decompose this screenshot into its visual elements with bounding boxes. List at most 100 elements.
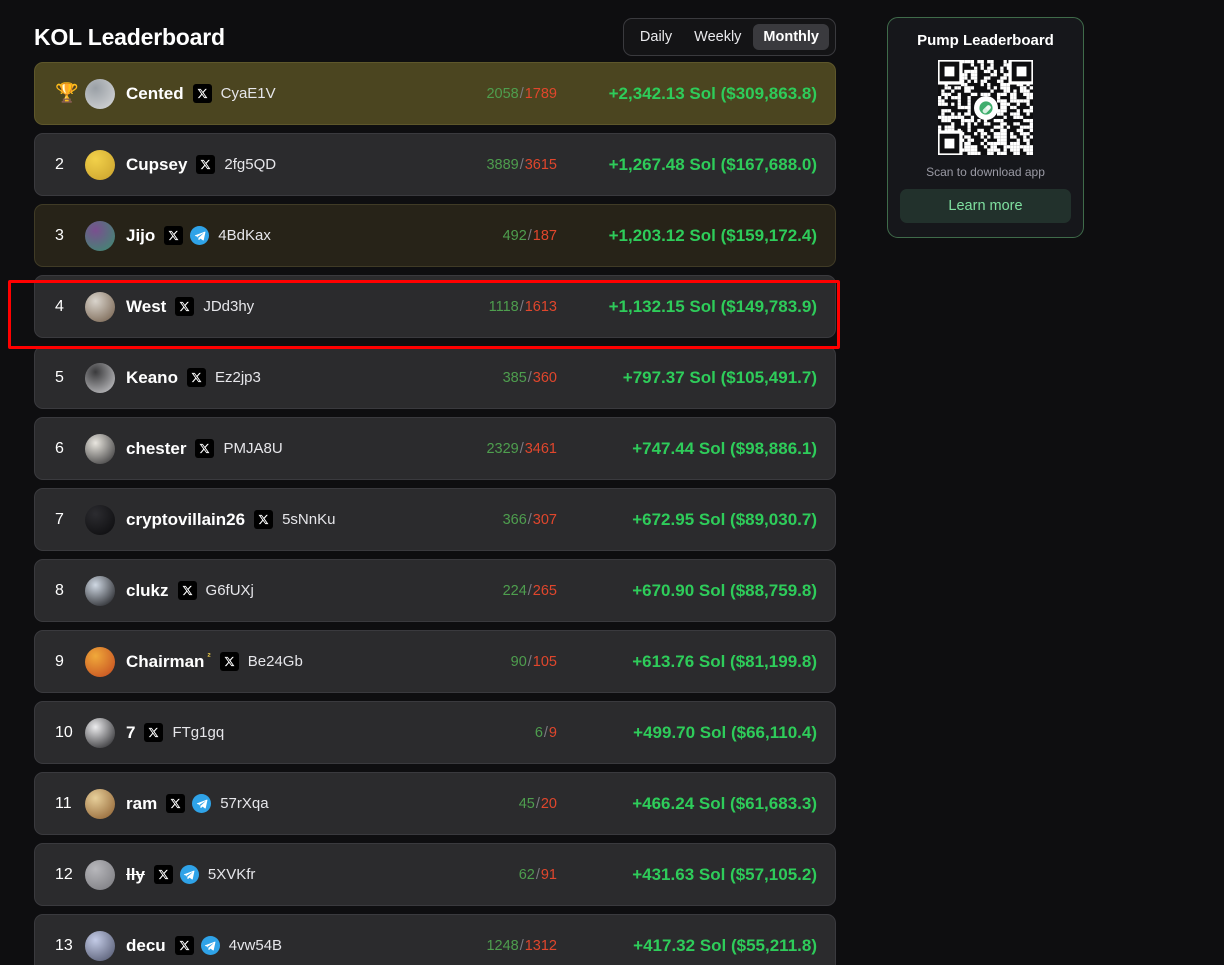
range-button-weekly[interactable]: Weekly [684, 24, 751, 50]
avatar [85, 433, 115, 464]
x-twitter-icon[interactable] [219, 652, 239, 671]
stats-separator: / [535, 866, 540, 883]
avatar [85, 220, 115, 251]
wins-count: 6 [534, 724, 543, 741]
qr-code [938, 60, 1033, 155]
x-twitter-icon[interactable] [164, 226, 184, 245]
losses-count: 265 [532, 582, 557, 599]
win-loss-stats: 224/265 [503, 583, 557, 599]
losses-count: 307 [532, 511, 557, 528]
rank-number: 9 [55, 652, 64, 670]
wins-count: 45 [518, 795, 535, 812]
time-range-toggle: Daily Weekly Monthly [622, 18, 836, 56]
social-links [166, 794, 212, 813]
stats-separator: / [527, 582, 532, 599]
user-name: Jijo [126, 226, 155, 246]
table-row[interactable]: 5 Keano Ez2jp3 385/360 +797.37 Sol ($105,491… [34, 346, 836, 409]
rank-number: 5 [55, 368, 64, 386]
user-name-text: Chairman [126, 651, 205, 671]
table-row[interactable]: 8 clukz G6fUXj 224/265 +670.90 Sol ($88,759.… [34, 559, 836, 622]
x-twitter-icon[interactable] [254, 510, 274, 529]
wallet-handle[interactable]: Ez2jp3 [214, 369, 261, 386]
wallet-handle[interactable]: G6fUXj [205, 582, 254, 599]
x-twitter-icon[interactable] [144, 723, 164, 742]
wins-count: 224 [502, 582, 527, 599]
wins-count: 3889 [486, 156, 519, 173]
rank-number: 4 [55, 297, 64, 315]
wallet-handle[interactable]: Be24Gb [247, 653, 303, 670]
avatar [85, 78, 115, 109]
avatar [85, 859, 115, 890]
social-links [254, 510, 274, 529]
wallet-handle[interactable]: 5sNnKu [282, 511, 336, 528]
wallet-handle[interactable]: 4BdKax [218, 227, 271, 244]
user-name-superscript: ² [207, 651, 211, 663]
stats-separator: / [519, 937, 524, 954]
wins-count: 90 [510, 653, 527, 670]
user-name-text: lly [126, 864, 145, 884]
rank-number: 12 [55, 865, 73, 883]
telegram-icon[interactable] [192, 794, 212, 813]
x-twitter-icon[interactable] [166, 794, 186, 813]
win-loss-stats: 6/9 [535, 725, 557, 741]
user-name: Cupsey [126, 155, 187, 175]
table-row[interactable]: 13 decu 4vw54B 1248/1312 +417.32 Sol ($55,21… [34, 914, 836, 965]
x-twitter-icon[interactable] [177, 581, 197, 600]
rank-number: 7 [55, 510, 64, 528]
pnl-amount: +672.95 Sol ($89,030.7) [632, 509, 817, 529]
table-row[interactable]: 9 Chairman ² Be24Gb 90/105 +613.76 Sol ($81,1… [34, 630, 836, 693]
table-row[interactable]: 6 chester PMJA8U 2329/3461 +747.44 Sol ($98,… [34, 417, 836, 480]
win-loss-stats: 492/187 [503, 228, 557, 244]
user-name: Cented [126, 84, 184, 104]
win-loss-stats: 2058/1789 [486, 86, 557, 102]
avatar [85, 717, 115, 748]
telegram-icon[interactable] [179, 865, 199, 884]
x-twitter-icon[interactable] [192, 84, 212, 103]
pill-icon [973, 95, 998, 120]
wallet-handle[interactable]: 57rXqa [220, 795, 269, 812]
x-twitter-icon[interactable] [196, 155, 216, 174]
table-row[interactable]: 11 ram 57rXqa 45/20 +466.24 Sol ($61,683.3) [34, 772, 836, 835]
stats-separator: / [543, 724, 548, 741]
wallet-handle[interactable]: CyaE1V [220, 85, 276, 102]
wallet-handle[interactable]: FTg1gq [172, 724, 225, 741]
stats-separator: / [527, 511, 532, 528]
avatar [85, 149, 115, 180]
user-name-text: chester [126, 438, 187, 458]
learn-more-button[interactable]: Learn more [900, 189, 1071, 223]
rank-number: 11 [55, 794, 72, 812]
x-twitter-icon[interactable] [195, 439, 215, 458]
telegram-icon[interactable] [200, 936, 220, 955]
wallet-handle[interactable]: 2fg5QD [224, 156, 277, 173]
wins-count: 1248 [486, 937, 519, 954]
wallet-handle[interactable]: PMJA8U [223, 440, 283, 457]
x-twitter-icon[interactable] [175, 297, 195, 316]
table-row[interactable]: 🏆 Cented CyaE1V 2058/1789 +2,342.13 Sol ($30… [34, 62, 836, 125]
table-row[interactable]: 12 lly 5XVKfr 62/91 +431.63 Sol ($57,105.2) [34, 843, 836, 906]
table-row[interactable]: 10 7 FTg1gq 6/9 +499.70 Sol ($66,110.4) [34, 701, 836, 764]
table-row[interactable]: 3 Jijo 4BdKax 492/187 +1,203.12 Sol ($159,17… [34, 204, 836, 267]
wallet-handle[interactable]: JDd3hy [203, 298, 255, 315]
pnl-amount: +797.37 Sol ($105,491.7) [622, 367, 817, 387]
stats-separator: / [535, 795, 540, 812]
rank-number: 10 [55, 723, 73, 741]
social-links [174, 936, 220, 955]
wallet-handle[interactable]: 4vw54B [228, 937, 283, 954]
table-row[interactable]: 7 cryptovillain26 5sNnKu 366/307 +672.95 Sol… [34, 488, 836, 551]
x-twitter-icon[interactable] [186, 368, 206, 387]
pump-panel-title: Pump Leaderboard [917, 32, 1054, 49]
stats-separator: / [519, 156, 524, 173]
x-twitter-icon[interactable] [153, 865, 173, 884]
telegram-icon[interactable] [190, 226, 210, 245]
x-twitter-icon[interactable] [174, 936, 194, 955]
table-row[interactable]: 4 West JDd3hy 1118/1613 +1,132.15 Sol ($149,… [34, 275, 836, 338]
leaderboard-header: KOL Leaderboard Daily Weekly Monthly [34, 0, 836, 62]
range-button-monthly[interactable]: Monthly [753, 24, 829, 50]
avatar [85, 575, 115, 606]
user-name: West [126, 297, 166, 317]
range-button-daily[interactable]: Daily [630, 24, 682, 50]
win-loss-stats: 2329/3461 [486, 441, 557, 457]
wallet-handle[interactable]: 5XVKfr [207, 866, 256, 883]
avatar [85, 291, 115, 322]
table-row[interactable]: 2 Cupsey 2fg5QD 3889/3615 +1,267.48 Sol ($16… [34, 133, 836, 196]
